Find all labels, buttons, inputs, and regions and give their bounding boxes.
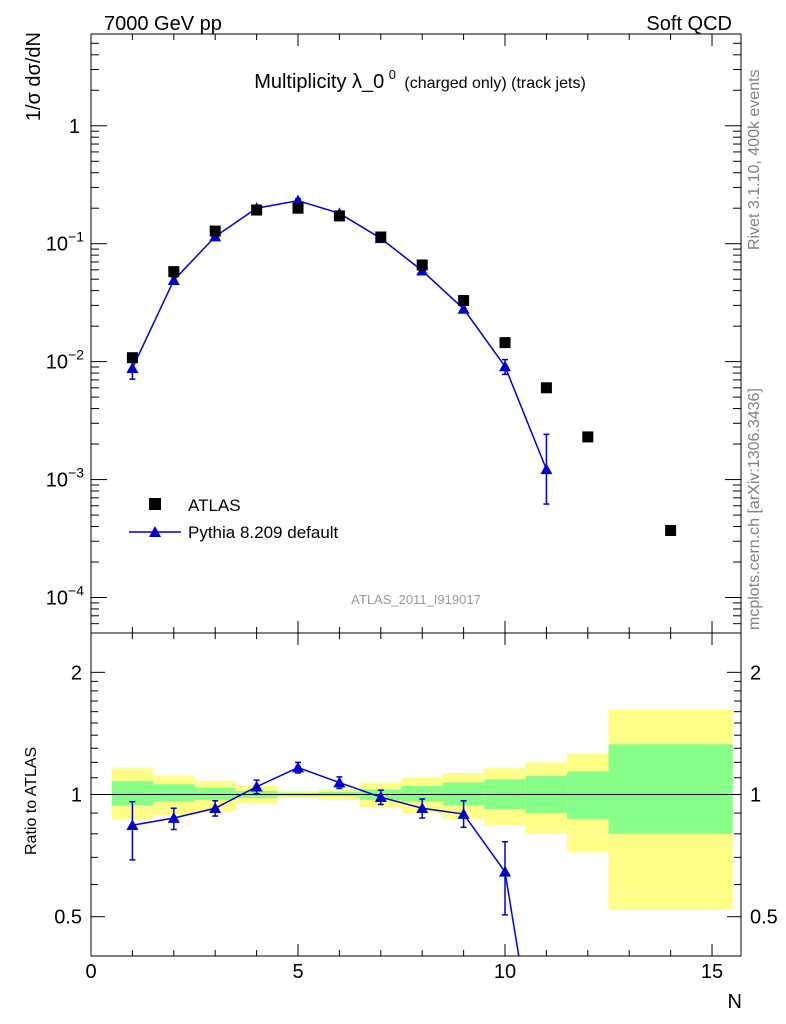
atlas-point-5: [292, 202, 304, 214]
ratio-ytick-label-right-0.5: 0.5: [750, 907, 778, 929]
ratio-ytick-label-right-1: 1: [750, 785, 761, 807]
ratio-point-9: [457, 808, 470, 819]
x-tick-label-10: 10: [494, 961, 516, 983]
atlas-point-7: [375, 231, 387, 243]
x-tick-label-0: 0: [85, 961, 96, 983]
chart-title-small: (charged only) (track jets): [404, 75, 585, 92]
x-tick-label-5: 5: [292, 961, 303, 983]
ratio-band-inner-7: [401, 785, 443, 802]
atlas-point-10: [499, 337, 511, 349]
ratio-point-5: [292, 761, 305, 773]
pythia-point-10: [499, 360, 512, 372]
ratio-band-inner-2: [194, 787, 236, 800]
atlas-point-8: [416, 259, 428, 271]
ratio-band-inner-1: [153, 784, 195, 802]
rivet-version-label: Rivet 3.1.10, 400k events: [746, 69, 763, 250]
pythia-point-5: [292, 194, 305, 206]
analysis-watermark: ATLAS_2011_I919017: [351, 592, 481, 607]
main-ytick-label-1: 10−1: [46, 229, 84, 256]
ratio-ytick-label-left-1: 1: [71, 785, 82, 807]
atlas-point-9: [458, 294, 470, 306]
atlas-point-6: [333, 210, 345, 222]
header-right: Soft QCD: [646, 13, 732, 35]
ratio-uncertainty-bands: [91, 709, 741, 910]
legend-atlas-marker: [149, 498, 161, 510]
legend-pythia-label: Pythia 8.209 default: [188, 523, 339, 542]
pythia-point-1: [126, 362, 139, 373]
main-ylabel: 1/σ dσ/dN: [23, 32, 45, 121]
pythia-point-2: [167, 274, 180, 286]
legend-pythia-marker: [149, 526, 161, 537]
pythia-point-9: [457, 302, 470, 314]
atlas-point-2: [168, 266, 180, 278]
ratio-panel-marks: [126, 761, 520, 956]
ratio-ytick-label-left-2: 2: [71, 662, 82, 684]
ratio-point-6: [333, 776, 346, 788]
main-panel-marks: [126, 194, 677, 536]
ratio-point-10: [499, 865, 512, 877]
ratio-ylabel: Ratio to ATLAS: [23, 747, 40, 855]
ratio-point-3: [209, 802, 222, 814]
chart-title-main: Multiplicity λ_0: [254, 71, 384, 93]
atlas-point-3: [209, 225, 221, 237]
legend-atlas-label: ATLAS: [188, 496, 241, 515]
ratio-band-inner-8: [442, 782, 485, 806]
atlas-point-1: [126, 352, 138, 364]
main-ytick-label-4: 10−4: [46, 582, 84, 609]
ratio-point-7: [374, 791, 387, 802]
header-left: 7000 GeV pp: [104, 13, 222, 35]
ratio-band-inner-11: [567, 771, 609, 820]
chart-title-sup: 0: [389, 67, 396, 82]
x-axis-label: N: [728, 991, 742, 1013]
ratio-point-2: [167, 812, 180, 823]
mcplots-label: mcplots.cern.ch [arXiv:1306.3436]: [746, 388, 763, 630]
ratio-band-inner-12: [608, 744, 733, 834]
atlas-point-11: [540, 382, 552, 394]
atlas-point-12: [582, 431, 594, 443]
legend: ATLAS Pythia 8.209 default: [129, 496, 339, 542]
main-ytick-label-2: 10−2: [46, 347, 84, 374]
chart-title: Multiplicity λ_0 0 (charged only) (track…: [254, 66, 586, 93]
ratio-point-4: [250, 780, 263, 792]
main-ytick-label-0: 1: [69, 116, 80, 138]
x-tick-label-15: 15: [701, 961, 723, 983]
axis-tick-labels: 0 5 10 15 1 10−1 10−2 10−3 10−4 0.5 0.5 1 1 2 2: [46, 116, 778, 983]
atlas-point-4: [251, 204, 263, 216]
ratio-ytick-label-left-0.5: 0.5: [54, 907, 82, 929]
ratio-ytick-label-right-2: 2: [750, 662, 761, 684]
pythia-point-11: [540, 463, 553, 475]
ratio-point-8: [416, 802, 429, 814]
main-ytick-label-3: 10−3: [46, 465, 84, 492]
ratio-panel-frame: [90, 632, 742, 957]
ratio-point-1: [126, 819, 139, 831]
atlas-point-14: [665, 524, 677, 536]
